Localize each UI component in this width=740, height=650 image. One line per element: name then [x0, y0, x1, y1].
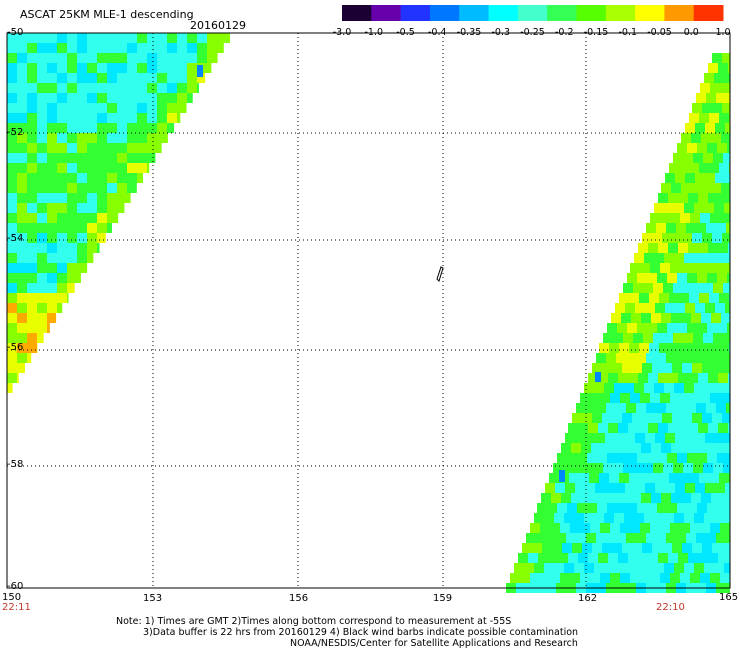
colorbar-tick-label: 1.0 — [715, 27, 730, 38]
colorbar-swatch — [429, 5, 460, 21]
note-line-3: NOAA/NESDIS/Center for Satellite Applica… — [290, 638, 578, 649]
x-label-165: 165 — [719, 592, 739, 603]
colorbar-tick-label: -0.2 — [555, 27, 574, 38]
time-right: 22:10 — [656, 602, 685, 613]
colorbar-swatch — [664, 5, 695, 21]
y-label-50: -50 — [7, 27, 24, 38]
colorbar-tick-label: -0.25 — [520, 27, 545, 38]
colorbar-swatch — [488, 5, 519, 21]
x-label-159: 159 — [433, 593, 453, 604]
colorbar-swatch — [635, 5, 665, 21]
colorbar-swatch — [517, 5, 548, 21]
colorbar-swatch — [371, 5, 402, 21]
colorbar-tick-label: -0.3 — [491, 27, 510, 38]
colorbar-tick-label: -0.15 — [584, 27, 609, 38]
colorbar-swatch — [605, 5, 636, 21]
wind-barb — [436, 266, 444, 282]
x-label-162: 162 — [578, 593, 598, 604]
y-label-56: -56 — [7, 342, 24, 353]
time-left: 22:11 — [2, 602, 31, 613]
x-label-150: 150 — [2, 592, 22, 603]
y-label-60: -60 — [7, 581, 24, 592]
colorbar-tick-label: -0.4 — [428, 27, 447, 38]
colorbar-tick-label: 0.0 — [684, 27, 699, 38]
x-label-153: 153 — [143, 593, 163, 604]
colorbar-swatch — [547, 5, 577, 21]
colorbar-swatch — [576, 5, 607, 21]
colorbar-tick-label: -0.35 — [457, 27, 482, 38]
colorbar-swatch — [400, 5, 431, 21]
x-label-156: 156 — [289, 593, 309, 604]
y-label-52: -52 — [7, 127, 24, 138]
plot-frame — [6, 32, 731, 589]
colorbar-tick-label: -3.0 — [333, 27, 352, 38]
colorbar-tick-label: -0.5 — [396, 27, 415, 38]
chart-title: ASCAT 25KM MLE-1 descending — [20, 8, 194, 21]
colorbar-swatch — [459, 5, 490, 21]
colorbar-tick-label: -1.0 — [364, 27, 383, 38]
colorbar: -3.0 -1.0 -0.5 -0.4 -0.35 -0.3 -0.25 -0.2 -0.15-… — [333, 5, 731, 38]
colorbar-tick-label: -0.1 — [618, 27, 637, 38]
swath-layer — [7, 33, 730, 593]
note-line-1: Note: 1) Times are GMT 2)Times along bot… — [116, 616, 512, 627]
y-label-58: -58 — [7, 459, 24, 470]
note-line-2: 3)Data buffer is 22 hrs from 20160129 4)… — [143, 627, 579, 638]
colorbar-swatch — [693, 5, 724, 21]
chart-date: 20160129 — [190, 19, 246, 32]
colorbar-swatch — [342, 5, 372, 21]
y-label-54: -54 — [7, 233, 24, 244]
colorbar-tick-label: -0.05 — [647, 27, 672, 38]
